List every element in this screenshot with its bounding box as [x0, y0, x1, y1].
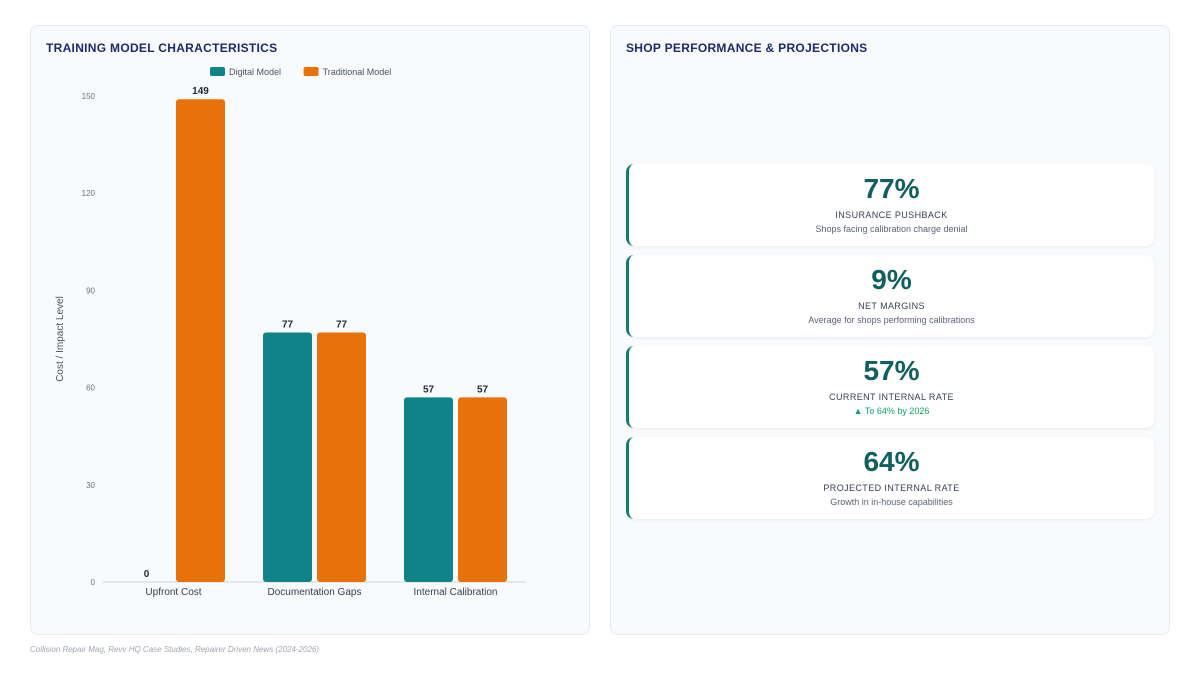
kpi-projected-internal-rate: 64% PROJECTED INTERNAL RATE Growth in in… — [626, 437, 1154, 519]
y-tick-label: 30 — [86, 481, 95, 490]
kpi-insurance-pushback: 77% INSURANCE PUSHBACK Shops facing cali… — [626, 164, 1154, 246]
legend-swatch — [210, 67, 225, 76]
y-tick-label: 120 — [82, 189, 96, 198]
x-category-label: Documentation Gaps — [268, 587, 362, 598]
x-category-label: Upfront Cost — [145, 587, 201, 598]
kpi-net-margins: 9% NET MARGINS Average for shops perform… — [626, 255, 1154, 337]
kpi-value: 64% — [863, 446, 920, 477]
kpi-panel-title: SHOP PERFORMANCE & PROJECTIONS — [626, 41, 868, 55]
kpi-subtext: Growth in in-house capabilities — [830, 497, 953, 507]
kpi-label: PROJECTED INTERNAL RATE — [823, 483, 960, 493]
bar-chart: 0 30 60 90 120 150 Cost / Impact Level 0 149 Upfr… — [55, 67, 526, 598]
kpi-value: 57% — [863, 355, 920, 386]
bar-value-label: 57 — [423, 384, 435, 395]
kpi-value: 9% — [871, 264, 912, 295]
bar-value-label: 149 — [192, 86, 209, 97]
y-axis-title: Cost / Impact Level — [55, 296, 66, 382]
kpi-subtext: Shops facing calibration charge denial — [815, 224, 968, 234]
bar-traditional-model — [176, 99, 225, 583]
chart-title: TRAINING MODEL CHARACTERISTICS — [46, 41, 278, 55]
bar-value-label: 77 — [336, 320, 348, 331]
kpi-subtext: Average for shops performing calibration… — [808, 315, 975, 325]
y-tick-label: 60 — [86, 384, 95, 393]
x-category-label: Internal Calibration — [414, 587, 498, 598]
bar-value-label: 0 — [144, 569, 150, 580]
y-tick-label: 0 — [91, 578, 96, 587]
kpi-label: CURRENT INTERNAL RATE — [829, 392, 954, 402]
kpi-label: INSURANCE PUSHBACK — [835, 210, 948, 220]
chart-card: TRAINING MODEL CHARACTERISTICS 0 30 60 90 12… — [30, 25, 590, 635]
kpi-current-internal-rate: 57% CURRENT INTERNAL RATE ▲ To 64% by 20… — [626, 346, 1154, 428]
legend-label: Traditional Model — [323, 67, 392, 77]
legend-swatch — [303, 67, 319, 76]
source-footnote: Collision Repair Mag, Revv HQ Case Studi… — [30, 645, 320, 654]
bar-traditional-model — [458, 397, 507, 582]
bar-digital-model — [263, 332, 312, 582]
legend-label: Digital Model — [229, 67, 281, 77]
bar-traditional-model — [317, 332, 366, 582]
kpi-label: NET MARGINS — [858, 301, 925, 311]
bar-value-label: 57 — [477, 384, 489, 395]
y-tick-label: 90 — [86, 286, 95, 295]
bar-value-label: 77 — [282, 320, 294, 331]
kpi-trend-subtext: ▲ To 64% by 2026 — [853, 406, 930, 416]
bar-digital-model — [404, 397, 453, 582]
y-tick-label: 150 — [82, 92, 96, 101]
kpi-card: SHOP PERFORMANCE & PROJECTIONS 77% INSUR… — [610, 25, 1170, 635]
kpi-value: 77% — [863, 173, 920, 204]
